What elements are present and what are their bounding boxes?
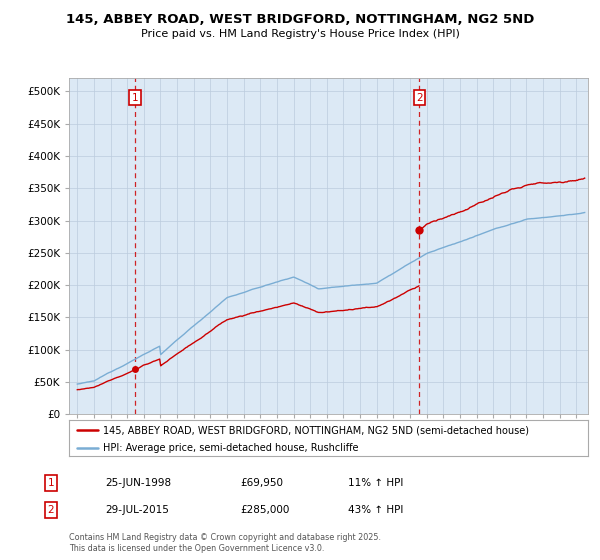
Text: 1: 1	[132, 93, 139, 103]
Text: £285,000: £285,000	[240, 505, 289, 515]
Text: 145, ABBEY ROAD, WEST BRIDGFORD, NOTTINGHAM, NG2 5ND: 145, ABBEY ROAD, WEST BRIDGFORD, NOTTING…	[66, 13, 534, 26]
Text: 2: 2	[47, 505, 55, 515]
Text: 11% ↑ HPI: 11% ↑ HPI	[348, 478, 403, 488]
Text: 29-JUL-2015: 29-JUL-2015	[105, 505, 169, 515]
Text: 43% ↑ HPI: 43% ↑ HPI	[348, 505, 403, 515]
Text: HPI: Average price, semi-detached house, Rushcliffe: HPI: Average price, semi-detached house,…	[103, 444, 358, 454]
Text: Contains HM Land Registry data © Crown copyright and database right 2025.
This d: Contains HM Land Registry data © Crown c…	[69, 534, 381, 553]
Text: Price paid vs. HM Land Registry's House Price Index (HPI): Price paid vs. HM Land Registry's House …	[140, 29, 460, 39]
Text: 145, ABBEY ROAD, WEST BRIDGFORD, NOTTINGHAM, NG2 5ND (semi-detached house): 145, ABBEY ROAD, WEST BRIDGFORD, NOTTING…	[103, 425, 529, 435]
Text: 25-JUN-1998: 25-JUN-1998	[105, 478, 171, 488]
Text: 1: 1	[47, 478, 55, 488]
Text: £69,950: £69,950	[240, 478, 283, 488]
Text: 2: 2	[416, 93, 423, 103]
